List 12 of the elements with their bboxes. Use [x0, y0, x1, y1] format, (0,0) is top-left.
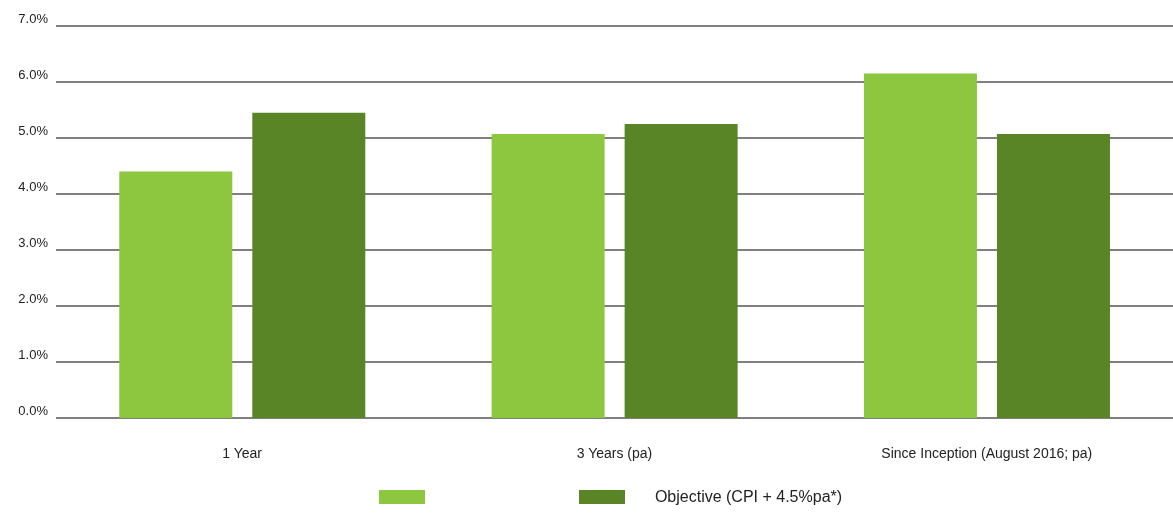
y-tick-label: 5.0%: [18, 122, 49, 138]
x-tick-label: Since Inception (August 2016; pa): [881, 444, 1093, 461]
y-tick-label: 2.0%: [18, 290, 49, 306]
y-tick-label: 0.0%: [18, 402, 49, 418]
x-tick-label: 3 Years (pa): [576, 444, 653, 461]
y-tick-label: 6.0%: [18, 66, 49, 82]
y-tick-label: 7.0%: [18, 10, 49, 26]
legend-label: Objective (CPI + 4.5%pa*): [654, 488, 843, 506]
y-tick-label: 4.0%: [18, 178, 49, 194]
y-tick-label: 1.0%: [18, 346, 49, 362]
x-tick-label: 1 Year: [222, 444, 263, 461]
y-tick-label: 3.0%: [18, 234, 49, 250]
